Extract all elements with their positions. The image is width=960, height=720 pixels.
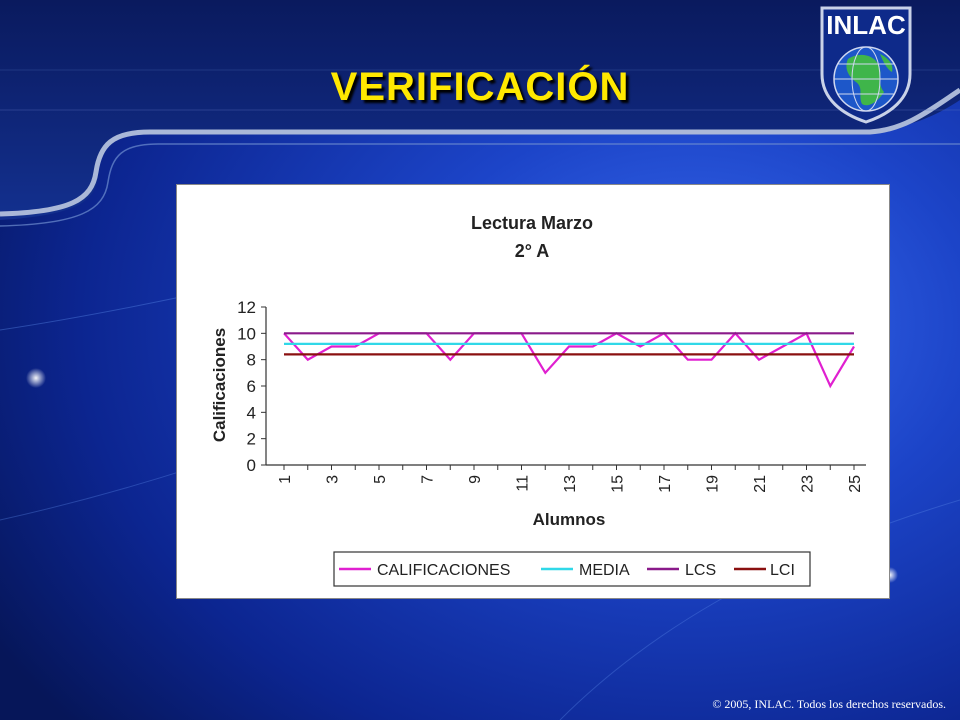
x-axis-label: Alumnos xyxy=(533,510,606,529)
legend-entry: MEDIA xyxy=(579,562,630,579)
slide-title: VERIFICACIÓN xyxy=(330,64,630,109)
y-tick-label: 10 xyxy=(237,324,256,343)
y-tick-label: 4 xyxy=(247,403,256,422)
x-tick-label: 19 xyxy=(705,475,722,493)
chart-legend: CALIFICACIONES MEDIA LCS LCI xyxy=(333,551,811,587)
x-tick-label: 25 xyxy=(847,475,864,493)
chart-series xyxy=(283,331,855,389)
y-tick-label: 12 xyxy=(237,298,256,317)
globe-shield-icon xyxy=(820,6,912,124)
line-chart: Lectura Marzo 2° A Calificaciones Alumno… xyxy=(210,213,866,587)
x-tick-label: 17 xyxy=(657,475,674,493)
series-line-calificaciones xyxy=(283,331,855,389)
x-tick-label: 5 xyxy=(372,475,389,484)
x-tick-label: 7 xyxy=(420,475,437,484)
copyright-footer: © 2005, INLAC. Todos los derechos reserv… xyxy=(712,697,946,711)
y-tick-label: 2 xyxy=(247,430,256,449)
y-tick-label: 6 xyxy=(247,377,256,396)
legend-entry: CALIFICACIONES xyxy=(377,562,510,579)
x-tick-label: 23 xyxy=(800,475,817,493)
legend-entry: LCS xyxy=(685,562,716,579)
chart-title: Lectura Marzo xyxy=(471,213,593,233)
chart-subtitle: 2° A xyxy=(515,241,550,261)
chart-frame: Lectura Marzo 2° A Calificaciones Alumno… xyxy=(176,184,890,599)
x-tick-label: 21 xyxy=(752,475,769,493)
x-tick-label: 1 xyxy=(277,475,294,484)
x-tick-label: 13 xyxy=(562,475,579,493)
y-tick-label: 8 xyxy=(247,351,256,370)
y-axis-label: Calificaciones xyxy=(210,328,229,442)
logo-text: INLAC xyxy=(826,10,906,40)
legend-entry: LCI xyxy=(770,562,795,579)
inlac-logo: INLAC xyxy=(818,4,914,124)
x-tick-label: 11 xyxy=(515,475,532,492)
x-tick-label: 15 xyxy=(610,475,627,493)
x-tick-label: 9 xyxy=(467,475,484,484)
y-tick-label: 0 xyxy=(247,456,256,475)
x-tick-label: 3 xyxy=(325,475,342,484)
